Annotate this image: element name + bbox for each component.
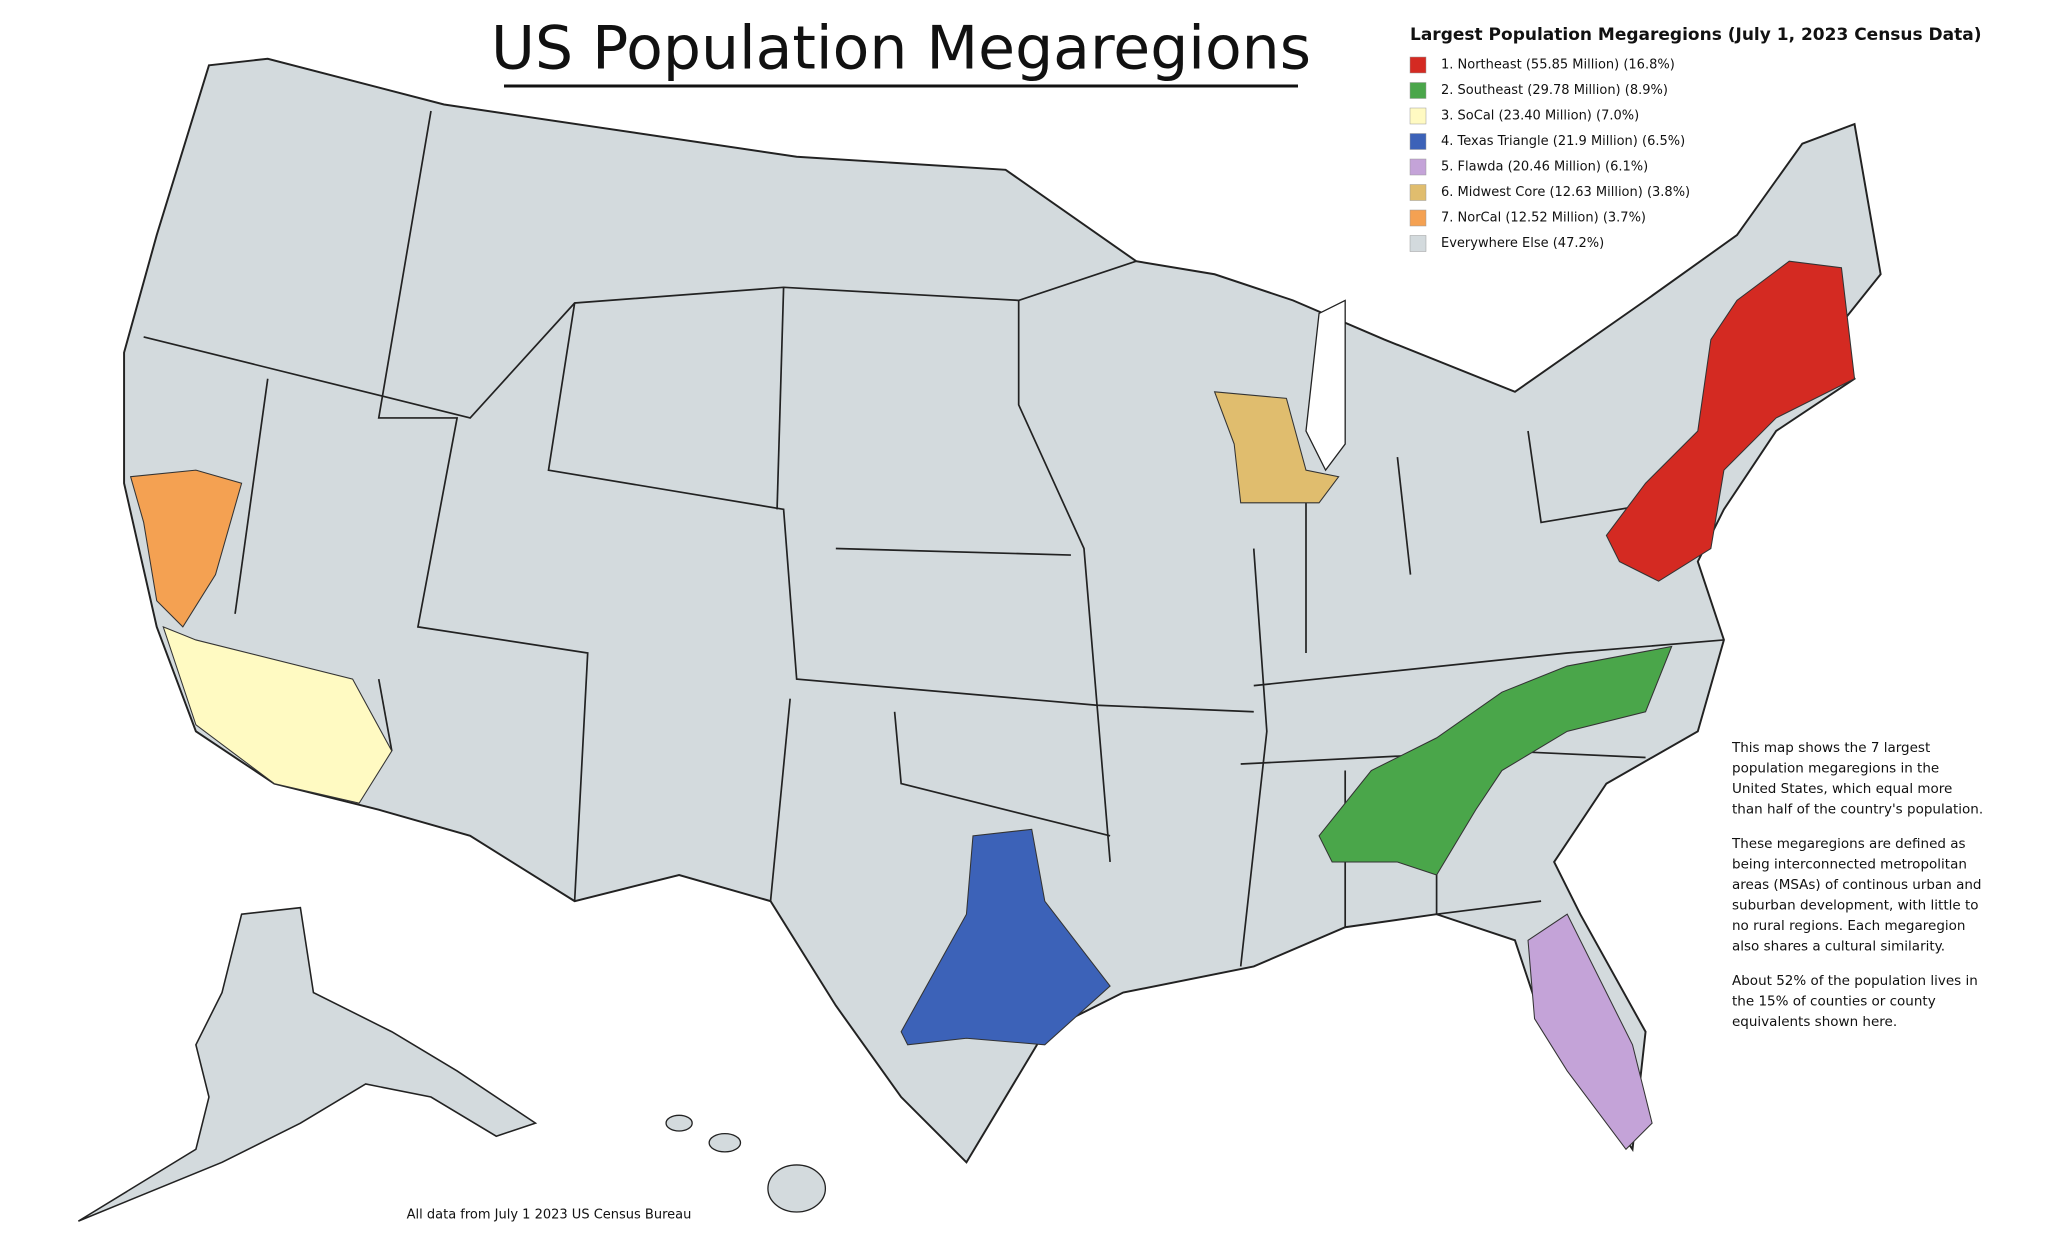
- legend-swatch: [1409, 158, 1427, 176]
- map-title: US Population Megaregions: [491, 14, 1311, 84]
- legend-label: 3. SoCal (23.40 Million) (7.0%): [1441, 109, 1639, 124]
- lake-michigan: [1305, 299, 1346, 472]
- alaska: [77, 906, 538, 1222]
- description-line: population megaregions in the: [1732, 761, 1939, 777]
- legend-swatch: [1409, 235, 1427, 252]
- description-line: These megaregions are defined as: [1731, 836, 1966, 852]
- description-line: This map shows the 7 largest: [1731, 740, 1930, 756]
- legend-label: Everywhere Else (47.2%): [1441, 236, 1604, 251]
- description-line: About 52% of the population lives in: [1732, 973, 1978, 989]
- legend-label: 1. Northeast (55.85 Million) (16.8%): [1441, 58, 1675, 73]
- legend-swatch: [1409, 56, 1427, 74]
- description-line: no rural regions. Each megaregion: [1732, 918, 1965, 934]
- region-flawda: [1527, 913, 1653, 1151]
- description-line: than half of the country's population.: [1732, 802, 1983, 818]
- footer: All data from July 1 2023 US Census Bure…: [407, 1208, 692, 1223]
- legend: 1. Northeast (55.85 Million) (16.8%) 2. S…: [1409, 56, 1690, 252]
- region-southeast: [1318, 645, 1673, 876]
- description-line: being interconnected metropolitan: [1732, 857, 1967, 873]
- legend-label: 6. Midwest Core (12.63 Million) (3.8%): [1441, 185, 1690, 200]
- legend-label: 4. Texas Triangle (21.9 Million) (6.5%): [1441, 134, 1685, 149]
- legend-label: 5. Flawda (20.46 Million) (6.1%): [1441, 160, 1648, 175]
- legend-label: 7. NorCal (12.52 Million) (3.7%): [1441, 211, 1646, 226]
- description: This map shows the 7 largest population m…: [1731, 740, 1983, 1030]
- region-midwest-core: [1213, 391, 1340, 504]
- legend-label: 2. Southeast (29.78 Million) (8.9%): [1441, 83, 1668, 98]
- description-line: suburban development, with little to: [1732, 898, 1979, 914]
- map-geometry: [77, 57, 1882, 1222]
- legend-swatch: [1409, 107, 1427, 125]
- region-norcal: [129, 469, 243, 628]
- megaregions: [129, 260, 1856, 1151]
- legend-title: Largest Population Megaregions (July 1, …: [1410, 25, 1982, 45]
- legend-swatch: [1409, 133, 1427, 150]
- legend-swatch: [1409, 184, 1427, 201]
- legend-swatch: [1409, 209, 1427, 227]
- region-socal: [162, 625, 393, 804]
- legend-swatch: [1409, 82, 1427, 99]
- region-northeast: [1605, 260, 1856, 582]
- description-line: United States, which equal more: [1732, 781, 1952, 797]
- description-line: the 15% of counties or county: [1732, 994, 1936, 1010]
- description-line: areas (MSAs) of continous urban and: [1732, 877, 1981, 893]
- description-line: also shares a cultural similarity.: [1732, 939, 1945, 955]
- region-texas-triangle: [900, 828, 1111, 1046]
- description-line: equivalents shown here.: [1732, 1014, 1897, 1030]
- contiguous-us: [123, 57, 1882, 1164]
- hawaii: [665, 1114, 827, 1213]
